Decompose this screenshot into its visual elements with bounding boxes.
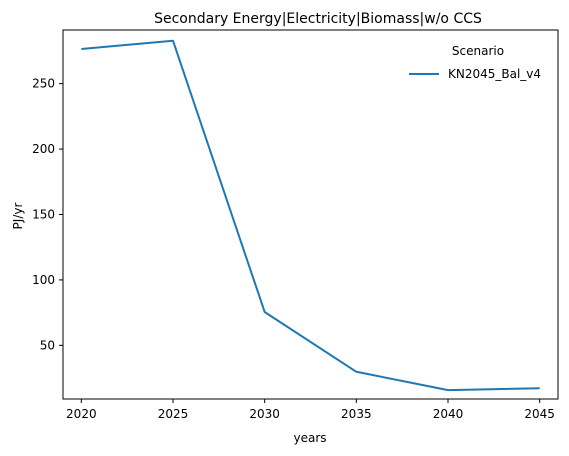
y-tick-label: 200 xyxy=(32,142,55,156)
x-tick-label: 2035 xyxy=(341,407,372,421)
y-tick-label: 250 xyxy=(32,77,55,91)
x-axis-ticks: 2020 2025 2030 2035 2040 2045 xyxy=(66,399,555,421)
legend-series-label: KN2045_Bal_v4 xyxy=(448,67,541,81)
series-line xyxy=(81,39,540,392)
y-tick-label: 100 xyxy=(32,273,55,287)
legend: Scenario KN2045_Bal_v4 xyxy=(409,44,541,81)
chart-title: Secondary Energy|Electricity|Biomass|w/o… xyxy=(154,11,482,27)
x-tick-label: 2025 xyxy=(158,407,189,421)
y-axis-ticks: 50 100 150 200 250 xyxy=(32,77,63,352)
y-tick-label: 150 xyxy=(32,208,55,222)
legend-title: Scenario xyxy=(452,44,504,58)
x-tick-label: 2020 xyxy=(66,407,97,421)
x-axis-label: years xyxy=(293,431,326,445)
x-tick-label: 2045 xyxy=(524,407,555,421)
x-tick-label: 2040 xyxy=(433,407,464,421)
y-axis-label: PJ/yr xyxy=(11,203,25,230)
x-tick-label: 2030 xyxy=(249,407,280,421)
y-tick-label: 50 xyxy=(40,338,55,352)
series-layer xyxy=(81,39,540,392)
plot-area xyxy=(62,29,559,400)
